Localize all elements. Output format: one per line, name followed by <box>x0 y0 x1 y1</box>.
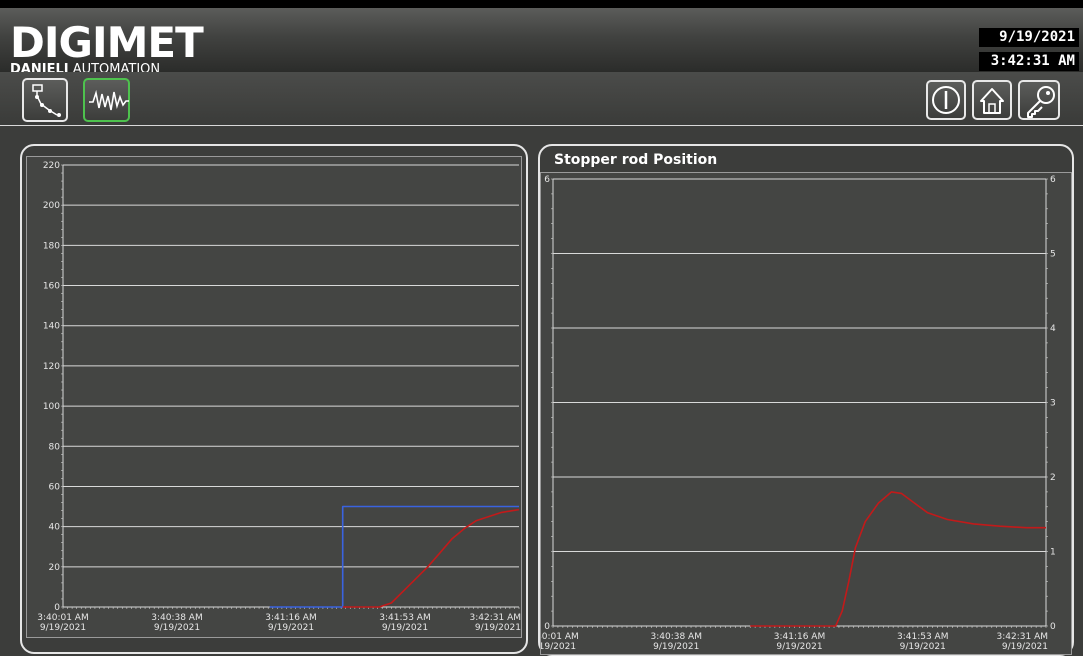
left-chart-y-tick-label: 0 <box>54 603 60 613</box>
toolbar <box>0 72 1083 126</box>
right-chart-x-tick-date: 9/19/2021 <box>776 642 822 652</box>
left-chart-x-tick-time: 3:40:38 AM <box>151 613 202 623</box>
left-chart-plot-frame: 0 20 40 60 80 100 120 140 160 180 200 220 3:40:01 AM… <box>26 156 522 638</box>
right-chart-x-tick-date: 9/19/2021 <box>541 642 576 652</box>
right-chart-x-tick-date: 9/19/2021 <box>1002 642 1048 652</box>
left-chart-y-tick-label: 40 <box>49 523 61 533</box>
right-chart-x-tick-time: 3:41:53 AM <box>897 632 948 642</box>
power-button[interactable] <box>926 80 966 120</box>
time-display: 3:42:31 AM <box>979 52 1079 71</box>
left-chart-x-tick-date: 9/19/2021 <box>268 623 314 633</box>
left-chart-x-tick-time: 3:42:31 AM <box>470 613 521 623</box>
right-chart-x-tick-date: 9/19/2021 <box>653 642 699 652</box>
left-chart-y-tick-label: 200 <box>43 201 60 211</box>
left-chart-x-tick-date: 9/19/2021 <box>40 623 86 633</box>
left-chart-x-tick-date: 9/19/2021 <box>382 623 428 633</box>
right-chart-y-tick-label-right: 4 <box>1050 324 1056 334</box>
left-chart-series-line <box>269 505 519 608</box>
key-icon <box>1027 86 1055 118</box>
date-display: 9/19/2021 <box>979 28 1079 47</box>
right-chart-y-tick-label-right: 0 <box>1050 622 1056 632</box>
digimet-logo: DIGIMET <box>10 18 204 67</box>
right-chart-x-tick-date: 9/19/2021 <box>900 642 946 652</box>
home-button[interactable] <box>972 80 1012 120</box>
left-chart-y-tick-label: 220 <box>43 161 60 171</box>
left-chart-y-tick-label: 100 <box>43 402 60 412</box>
right-chart-x-tick-time: 3:42:31 AM <box>997 632 1048 642</box>
app-header: DIGIMET DANIELI AUTOMATION 9/19/2021 3:4… <box>0 8 1083 77</box>
left-chart-series-line <box>342 508 520 608</box>
right-chart-y-tick-label-left: 6 <box>544 175 550 185</box>
right-chart-y-tick-label-right: 1 <box>1050 548 1056 558</box>
left-chart-y-tick-label: 60 <box>49 482 61 492</box>
right-chart-x-tick-time: 3:40:01 AM <box>541 632 579 642</box>
right-chart-series-line <box>750 491 1046 627</box>
trend-button[interactable] <box>83 78 130 122</box>
process-flow-button[interactable] <box>22 78 68 122</box>
right-chart-x-tick-time: 3:40:38 AM <box>651 632 702 642</box>
right-chart-y-tick-label-left: 0 <box>544 622 550 632</box>
stopper-rod-chart-title: Stopper rod Position <box>554 152 718 168</box>
right-chart-y-tick-label-right: 3 <box>1050 399 1056 409</box>
left-chart-y-tick-label: 180 <box>43 241 60 251</box>
right-chart-y-tick-label-right: 5 <box>1050 250 1056 260</box>
left-chart-y-tick-label: 140 <box>43 322 60 332</box>
right-chart-y-tick-label-right: 2 <box>1050 473 1056 483</box>
left-chart-x-tick-time: 3:40:01 AM <box>37 613 88 623</box>
process-flow-icon <box>32 84 61 117</box>
home-icon <box>980 88 1004 114</box>
top-border-strip <box>0 0 1083 8</box>
left-chart-x-tick-time: 3:41:53 AM <box>379 613 430 623</box>
left-chart-x-tick-date: 9/19/2021 <box>475 623 521 633</box>
left-chart-y-tick-label: 120 <box>43 362 60 372</box>
left-trend-chart: 0 20 40 60 80 100 120 140 160 180 200 220 3:40:01 AM… <box>37 161 521 633</box>
power-icon <box>932 86 960 114</box>
right-chart-x-tick-time: 3:41:16 AM <box>774 632 825 642</box>
login-key-button[interactable] <box>1018 80 1060 120</box>
left-chart-y-tick-label: 160 <box>43 282 60 292</box>
left-chart-x-tick-time: 3:41:16 AM <box>265 613 316 623</box>
left-chart-y-tick-label: 20 <box>49 563 61 573</box>
trend-waveform-icon <box>89 89 129 111</box>
left-chart-y-tick-label: 80 <box>49 442 61 452</box>
left-chart-x-tick-date: 9/19/2021 <box>154 623 200 633</box>
right-chart-y-tick-label-right: 6 <box>1050 175 1056 185</box>
